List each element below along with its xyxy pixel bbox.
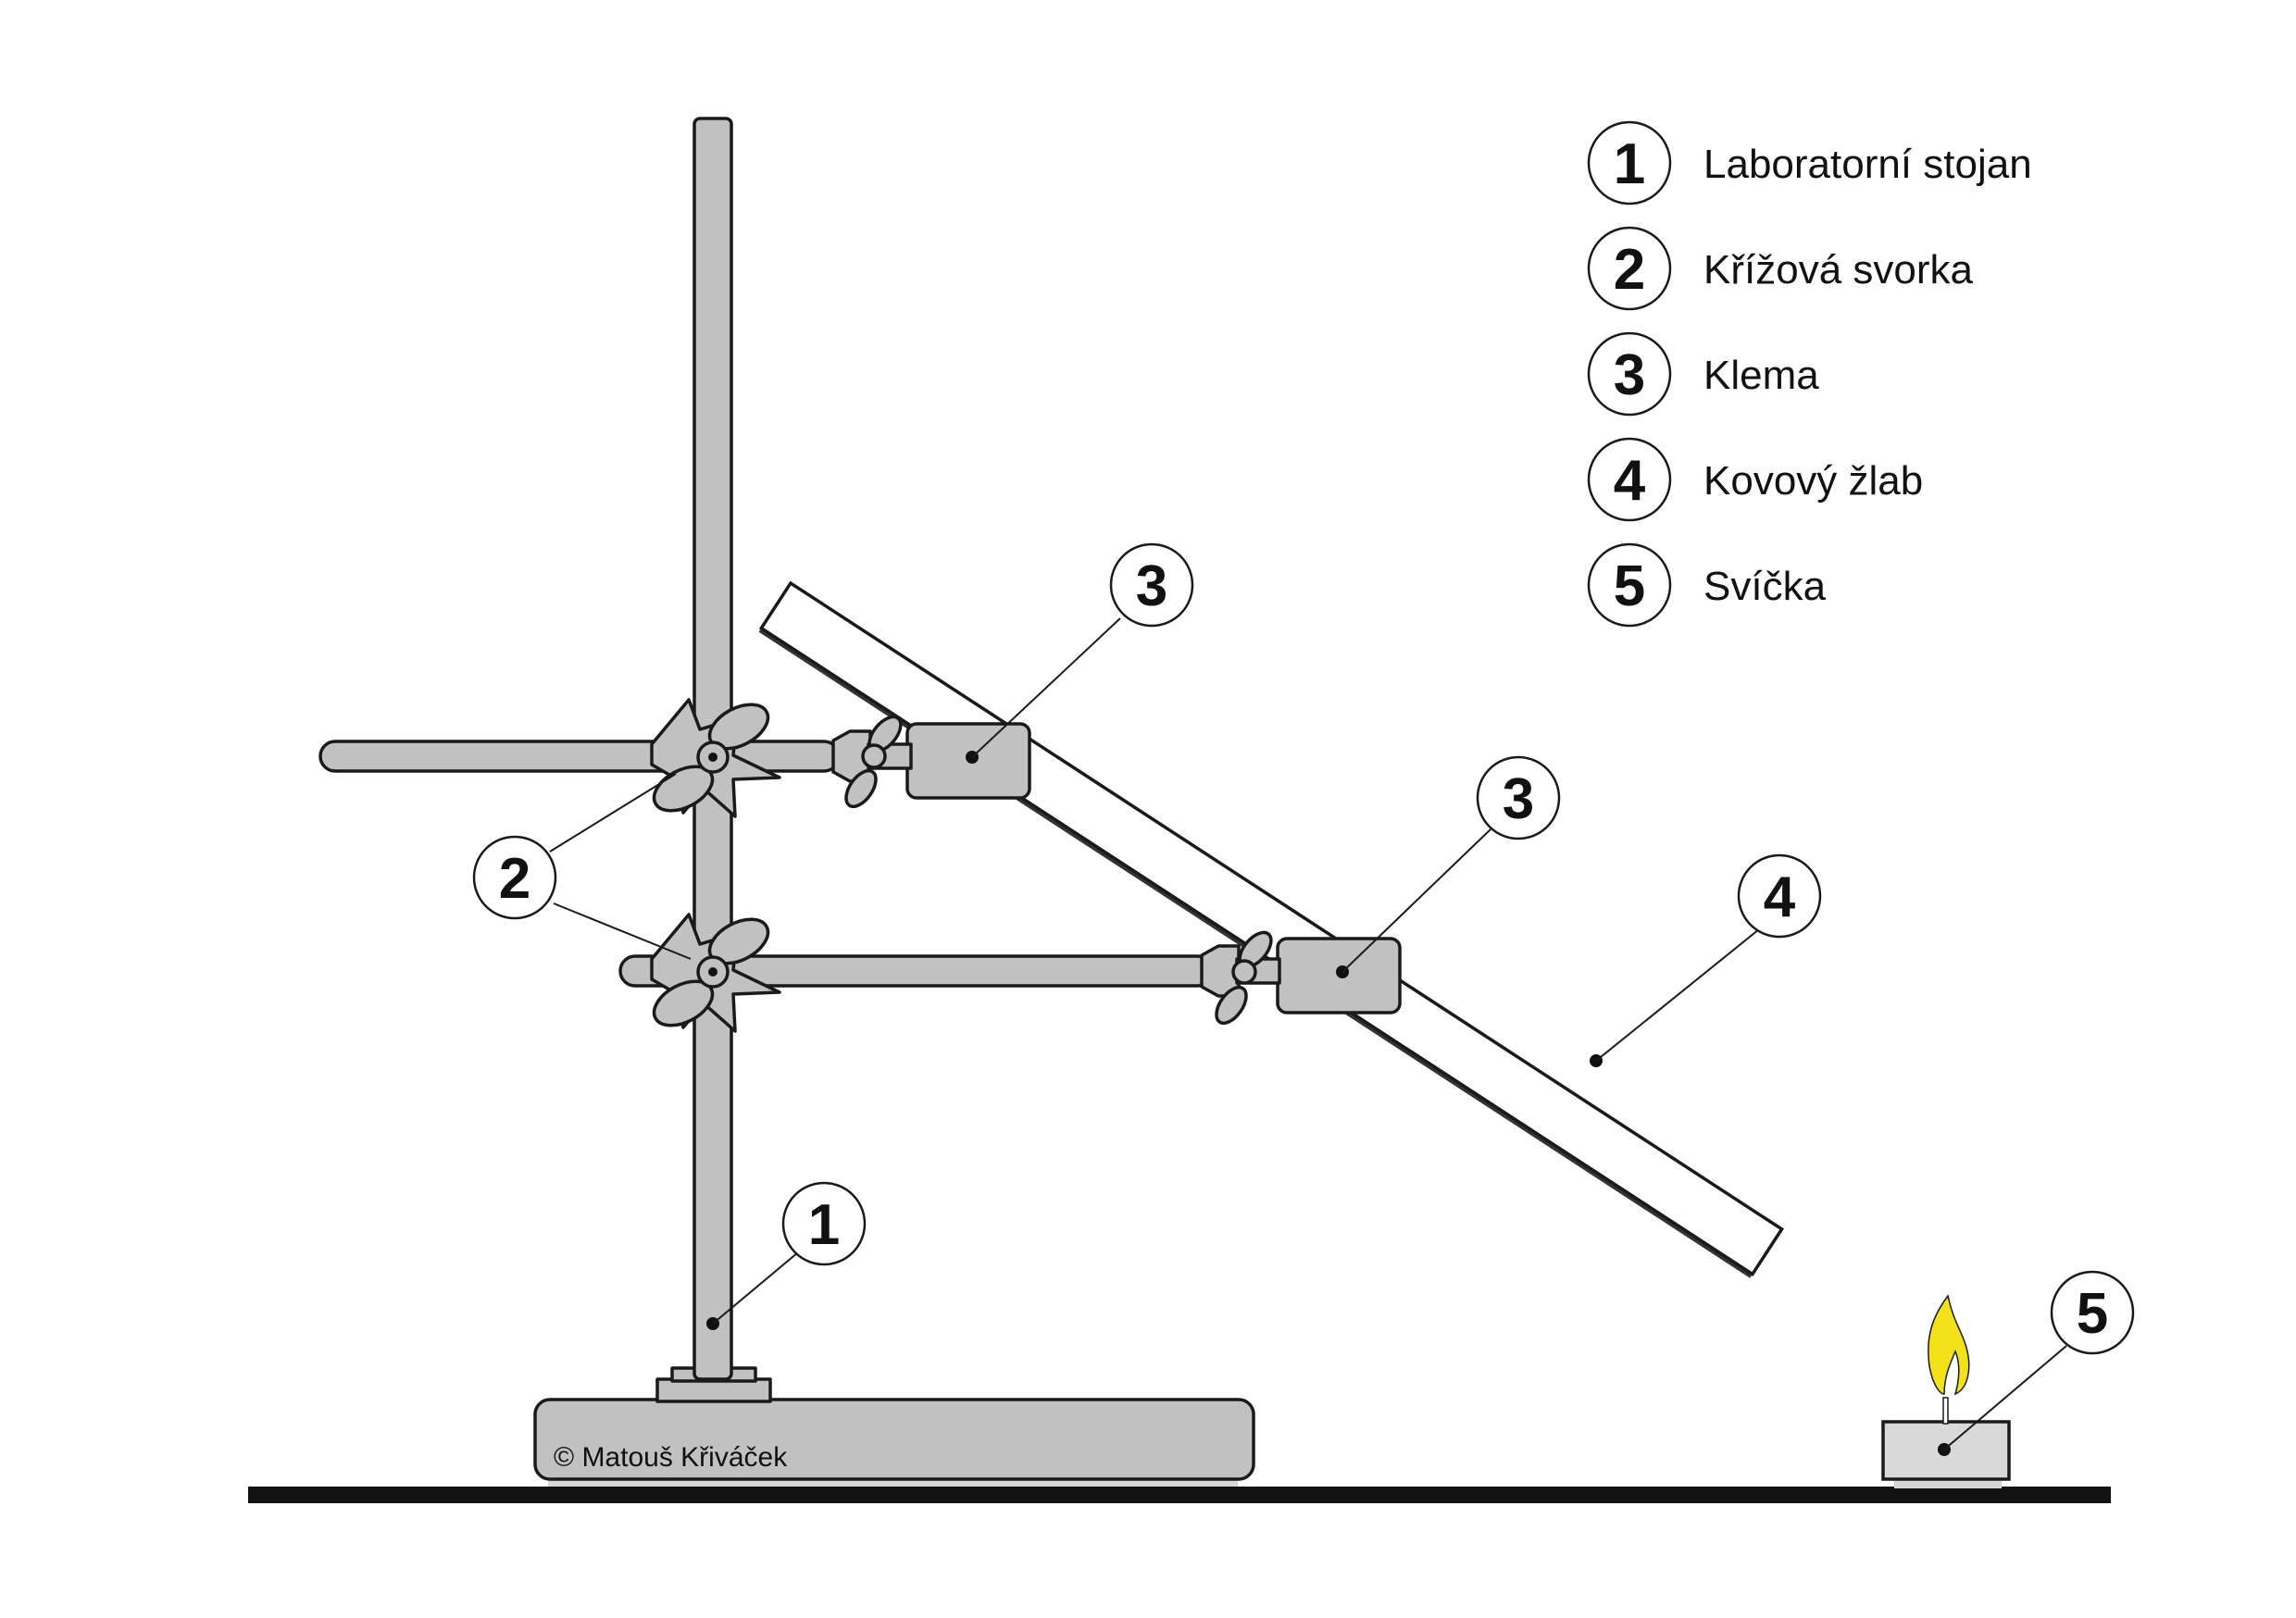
leader-trough bbox=[1595, 928, 1760, 1062]
legend-item: 2 Křížová svorka bbox=[1587, 226, 1974, 311]
legend-number: 3 bbox=[1614, 343, 1645, 407]
callout-candle: 5 bbox=[2050, 1270, 2135, 1355]
copyright-text: © Matouš Křiváček bbox=[554, 1442, 788, 1473]
upper-horizontal-rod bbox=[318, 740, 841, 773]
legend-number: 2 bbox=[1614, 238, 1645, 302]
lower-cross-clamp-wing-bottom bbox=[652, 979, 715, 1027]
callout-trough-number: 4 bbox=[1764, 865, 1796, 929]
legend: 1 Laboratorní stojan 2 Křížová svorka 3 … bbox=[1587, 120, 2032, 628]
legend-label: Křížová svorka bbox=[1703, 247, 1974, 292]
upper-cross-clamp-screw-center bbox=[708, 753, 718, 762]
leader-cross-clamp-upper bbox=[549, 773, 677, 853]
lower-clamp bbox=[1200, 930, 1402, 1026]
legend-number: 4 bbox=[1614, 449, 1646, 513]
legend-item: 5 Svíčka bbox=[1587, 542, 1827, 628]
legend-label: Laboratorní stojan bbox=[1703, 142, 2032, 187]
callout-trough: 4 bbox=[1737, 853, 1822, 939]
callout-candle-number: 5 bbox=[2077, 1282, 2108, 1346]
callout-clamp-lower-number: 3 bbox=[1503, 767, 1534, 831]
legend-label: Kovový žlab bbox=[1703, 458, 1923, 504]
callout-cross-clamp-number: 2 bbox=[499, 847, 530, 911]
leader-cross-clamp-lower bbox=[553, 902, 692, 960]
callout-clamp-upper-number: 3 bbox=[1136, 554, 1167, 618]
legend-label: Svíčka bbox=[1703, 564, 1827, 609]
upper-clamp-wingnut-icon bbox=[844, 715, 903, 809]
stand-base bbox=[533, 1398, 1255, 1481]
callout-stand: 1 bbox=[781, 1181, 867, 1266]
leader-clamp-upper bbox=[971, 617, 1121, 758]
leader-clamp-lower bbox=[1341, 828, 1491, 973]
candle-wick bbox=[1942, 1397, 1949, 1425]
leader-candle bbox=[1943, 1345, 2067, 1450]
candle-shadow bbox=[1894, 1479, 2002, 1488]
trough-body bbox=[758, 580, 1785, 1276]
upper-clamp bbox=[831, 715, 1031, 809]
callout-clamp-lower: 3 bbox=[1476, 755, 1561, 840]
ground-line bbox=[248, 1487, 2111, 1503]
lower-cross-clamp bbox=[650, 913, 781, 1033]
callout-cross-clamp: 2 bbox=[472, 835, 557, 920]
legend-number: 1 bbox=[1614, 132, 1645, 196]
legend-item: 1 Laboratorní stojan bbox=[1587, 120, 2032, 205]
legend-number: 5 bbox=[1614, 554, 1645, 618]
leader-stand bbox=[712, 1247, 805, 1325]
callout-clamp-upper: 3 bbox=[1109, 542, 1194, 628]
legend-item: 3 Klema bbox=[1587, 331, 1819, 417]
lower-cross-clamp-screw-center bbox=[708, 967, 718, 977]
legend-label: Klema bbox=[1703, 353, 1819, 398]
legend-item: 4 Kovový žlab bbox=[1587, 437, 1923, 522]
metal-trough bbox=[758, 580, 1785, 1278]
lower-clamp-wingnut-icon bbox=[1215, 930, 1273, 1026]
callout-stand-number: 1 bbox=[808, 1193, 840, 1257]
candle bbox=[1881, 1294, 2011, 1488]
candle-flame-icon bbox=[1928, 1294, 1970, 1396]
